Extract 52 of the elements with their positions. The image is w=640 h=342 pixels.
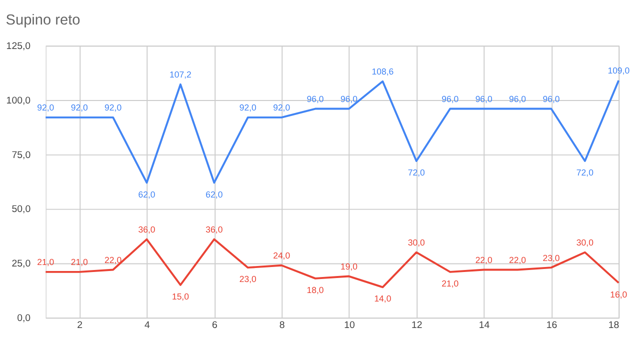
data-label: 14,0 [374, 294, 392, 304]
data-label: 96,0 [442, 94, 459, 104]
x-tick-label: 12 [411, 320, 422, 331]
chart-title: Supino reto [6, 12, 80, 28]
data-label: 72,0 [576, 168, 594, 178]
data-label: 22,0 [475, 254, 492, 265]
data-label: 36,0 [206, 224, 223, 234]
x-tick-label: 6 [212, 320, 218, 331]
data-label: 62,0 [138, 189, 156, 200]
data-label: 108,6 [372, 66, 394, 77]
y-tick-label: 0,0 [17, 313, 32, 324]
data-label: 15,0 [172, 292, 190, 302]
data-label: 23,0 [542, 252, 560, 263]
data-label: 92,0 [37, 102, 54, 113]
y-tick-label: 25,0 [12, 258, 32, 270]
data-label: 21,0 [37, 257, 54, 268]
data-label: 24,0 [273, 250, 290, 261]
data-label: 96,0 [542, 94, 560, 104]
data-label: 21,0 [70, 257, 88, 268]
data-label: 72,0 [408, 168, 426, 178]
data-label: 96,0 [509, 94, 526, 104]
data-label: 109,0 [608, 66, 630, 76]
data-label: 22,0 [104, 254, 122, 265]
data-label: 92,0 [70, 102, 88, 113]
data-label: 92,0 [239, 102, 257, 113]
x-tick-label: 18 [608, 320, 620, 331]
data-label: 23,0 [239, 274, 257, 284]
data-label: 16,0 [610, 289, 628, 300]
data-label: 22,0 [509, 254, 526, 265]
y-tick-label: 125,0 [6, 41, 32, 52]
data-label: 96,0 [340, 94, 358, 104]
data-label: 36,0 [138, 224, 156, 234]
data-label: 19,0 [340, 261, 358, 272]
data-label: 96,0 [306, 94, 324, 104]
data-label: 92,0 [273, 102, 290, 113]
x-tick-label: 4 [144, 320, 151, 331]
data-label: 62,0 [206, 189, 223, 200]
y-tick-label: 100,0 [6, 95, 32, 106]
data-label: 30,0 [408, 238, 426, 248]
x-tick-label: 8 [279, 320, 285, 331]
data-label: 21,0 [442, 278, 459, 288]
data-label: 96,0 [475, 94, 492, 104]
data-label: 30,0 [576, 238, 594, 248]
x-tick-label: 14 [478, 320, 490, 331]
x-tick-label: 16 [546, 320, 558, 331]
x-tick-label: 2 [77, 320, 83, 331]
data-label: 18,0 [306, 285, 324, 296]
data-label: 92,0 [104, 102, 122, 113]
x-tick-label: 10 [344, 320, 356, 331]
data-label: 107,2 [170, 70, 192, 80]
y-tick-label: 50,0 [12, 204, 32, 216]
y-tick-label: 75,0 [12, 150, 32, 161]
